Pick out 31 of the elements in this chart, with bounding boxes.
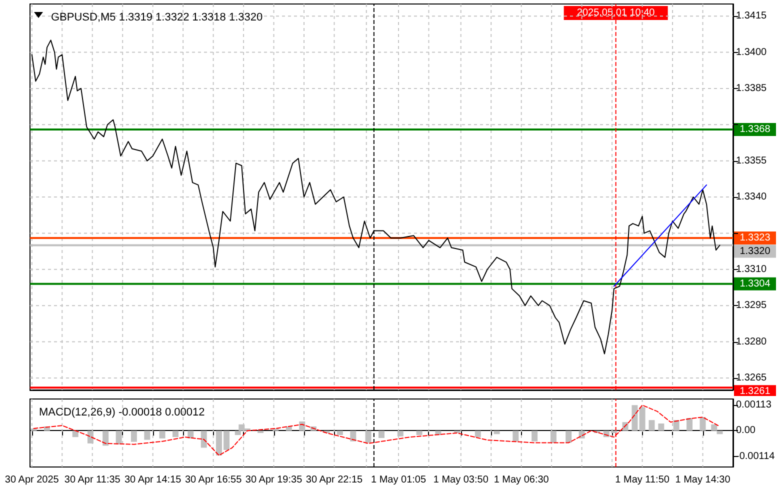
x-tick-label: 1 May 11:50 bbox=[615, 474, 670, 486]
y-tick-label: 1.3310 bbox=[736, 264, 768, 275]
y-tick-label: 0.00113 bbox=[736, 400, 772, 411]
x-tick-label: 30 Apr 19:35 bbox=[245, 474, 303, 486]
y-tick-label: 0.00 bbox=[736, 425, 756, 436]
y-tick-label: 1.3280 bbox=[736, 336, 768, 348]
x-tick-label: 1 May 14:30 bbox=[675, 474, 731, 486]
y-tick-label: 1.3400 bbox=[736, 46, 768, 58]
x-tick-label: 30 Apr 22:15 bbox=[306, 474, 364, 486]
y-tick-label: 1.3295 bbox=[736, 300, 768, 312]
ref-line-label: 1.3368 bbox=[740, 124, 771, 135]
y-tick-label: 1.3415 bbox=[736, 10, 768, 22]
x-tick-label: 30 Apr 2025 bbox=[4, 474, 60, 486]
ref-line-label: 1.3261 bbox=[740, 386, 771, 398]
x-tick-label: 1 May 01:05 bbox=[370, 474, 426, 486]
x-tick-label: 1 May 06:30 bbox=[494, 474, 550, 486]
ref-line-label: 1.3323 bbox=[740, 232, 771, 244]
y-tick-label: 1.3355 bbox=[736, 155, 768, 166]
y-tick-label: 1.3340 bbox=[736, 192, 768, 202]
x-tick-label: 30 Apr 16:55 bbox=[184, 474, 242, 486]
y-tick-label: -0.00114 bbox=[736, 451, 776, 462]
ref-line-label: 2025.05.01 10:40 bbox=[576, 8, 656, 18]
text: GBPUSD,M5 1.3319 1.3322 1.3318 1.3320 bbox=[51, 12, 263, 24]
x-tick-label: 30 Apr 14:15 bbox=[124, 474, 182, 486]
ref-line-label: 1.3304 bbox=[740, 278, 771, 290]
ref-line-label: 1.3320 bbox=[740, 246, 771, 257]
y-tick-label: 1.3385 bbox=[736, 82, 768, 94]
x-tick-label: 1 May 03:50 bbox=[433, 474, 489, 486]
text: MACD(12,26,9) -0.00018 0.00012 bbox=[39, 406, 205, 418]
x-tick-label: 30 Apr 11:35 bbox=[64, 474, 121, 486]
y-tick-label: 1.3265 bbox=[736, 372, 768, 384]
